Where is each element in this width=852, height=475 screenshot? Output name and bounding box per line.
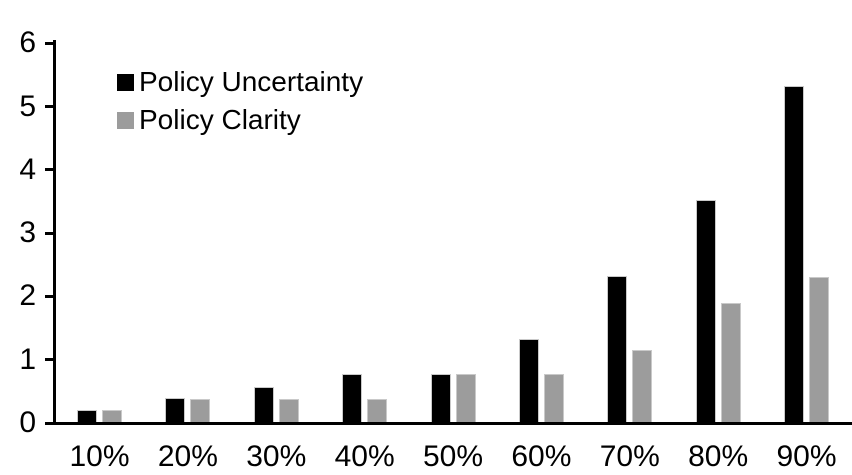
y-tick (45, 421, 54, 425)
legend-label: Policy Uncertainty (139, 66, 364, 97)
bar-policy-uncertainty (430, 373, 451, 425)
bar-policy-uncertainty (695, 200, 716, 425)
bar-policy-clarity (278, 398, 299, 425)
legend: Policy Uncertainty Policy Clarity (117, 63, 363, 139)
x-axis-line (52, 421, 852, 425)
bar-policy-uncertainty (342, 374, 363, 425)
y-tick (45, 168, 54, 172)
x-tick-label: 40% (334, 440, 395, 473)
bar-policy-uncertainty (77, 410, 97, 425)
legend-swatch-policy-clarity (117, 111, 134, 129)
bar-policy-uncertainty (165, 397, 186, 425)
y-tick (45, 294, 54, 298)
bar-policy-uncertainty (784, 85, 804, 425)
x-tick-label: 70% (599, 440, 660, 473)
bar-policy-clarity (543, 373, 564, 425)
x-tick-label: 90% (776, 440, 837, 473)
legend-label: Policy Clarity (139, 104, 301, 135)
bar-policy-clarity (102, 410, 122, 425)
y-tick (45, 41, 54, 45)
bar-policy-uncertainty (518, 338, 539, 425)
legend-item-policy-clarity: Policy Clarity (117, 101, 363, 139)
y-tick-label: 2 (19, 279, 36, 313)
y-tick-label: 4 (19, 152, 36, 186)
legend-swatch-policy-uncertainty (117, 73, 134, 91)
y-tick-label: 3 (19, 216, 36, 250)
bar-policy-clarity (720, 302, 741, 425)
y-tick (45, 231, 54, 235)
bar-policy-uncertainty (253, 386, 274, 425)
bar-policy-clarity (367, 398, 388, 425)
y-tick (45, 105, 54, 108)
bar-policy-clarity (455, 373, 476, 425)
y-tick-label: 0 (19, 406, 36, 439)
x-tick-label: 10% (69, 440, 130, 473)
x-tick-label: 60% (511, 440, 572, 473)
x-tick-label: 30% (246, 440, 307, 473)
bar-policy-clarity (190, 398, 211, 425)
y-tick-label: 1 (19, 342, 36, 376)
x-tick-label: 50% (422, 440, 484, 473)
bar-policy-clarity (632, 350, 653, 425)
x-tick-label: 80% (688, 440, 749, 473)
bar-policy-uncertainty (607, 276, 628, 425)
y-tick (45, 358, 54, 362)
bar-policy-clarity (809, 277, 829, 425)
y-tick-label: 6 (19, 26, 36, 60)
x-tick-label: 20% (157, 440, 218, 473)
legend-item-policy-uncertainty: Policy Uncertainty (117, 63, 363, 101)
y-tick-label: 5 (19, 89, 36, 123)
y-axis-line (53, 40, 56, 424)
